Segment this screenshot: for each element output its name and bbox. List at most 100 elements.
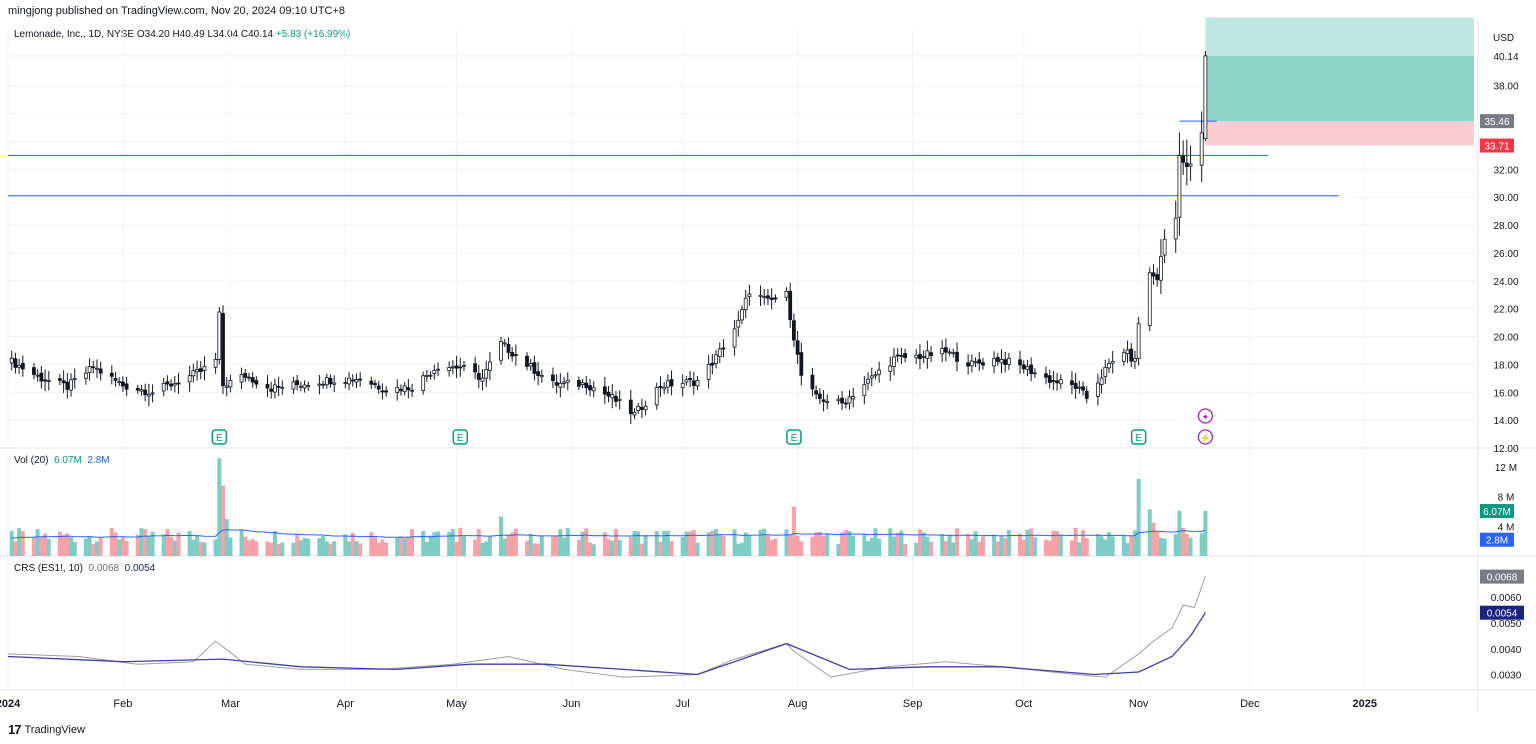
candle-body (558, 382, 563, 388)
candle-body (758, 294, 763, 297)
candle-body (562, 381, 566, 384)
candle-body (499, 341, 503, 361)
volume-bar (499, 516, 504, 556)
volume-bar (617, 539, 622, 556)
candle-body (87, 366, 92, 373)
candle-body (740, 309, 744, 321)
target-zone-upper (1205, 17, 1474, 56)
volume-bar (866, 541, 871, 556)
candle-body (525, 355, 529, 367)
candle-body (35, 374, 40, 377)
volume-bar (732, 529, 737, 556)
candle-body (276, 385, 281, 388)
volume-bar (1132, 530, 1137, 556)
volume-bar (328, 543, 333, 556)
crs-value-raw: 0.0068 (88, 563, 120, 574)
candle-body (502, 342, 507, 345)
volume-bar (891, 536, 896, 556)
candle-body (109, 372, 114, 377)
time-axis-tick: Jul (676, 698, 690, 710)
volume-bar (791, 506, 796, 556)
volume-bar (447, 531, 452, 556)
volume-bar (1051, 530, 1056, 556)
candle-body (1029, 364, 1034, 375)
candle-body (172, 382, 177, 386)
volume-bar (710, 530, 715, 556)
candle-body (1051, 380, 1056, 382)
volume-bar (458, 527, 463, 556)
candle-body (888, 365, 893, 372)
candle-body (1181, 155, 1186, 163)
candle-body (450, 366, 455, 369)
volume-bar (502, 538, 507, 556)
candle-body (973, 361, 978, 364)
candle-body (43, 379, 47, 382)
volume-bar (195, 535, 200, 556)
candle-body (221, 313, 225, 387)
candle-body (135, 387, 140, 391)
volume-bar (576, 539, 581, 556)
volume-bar (773, 538, 778, 556)
candle-body (714, 354, 718, 365)
candle-body (688, 377, 693, 381)
price-axis-tick: 38.00 (1493, 82, 1518, 93)
candle-body (139, 389, 144, 392)
volume-bar (999, 535, 1004, 556)
earnings-marker-icon (211, 429, 228, 445)
volume-bar (450, 529, 455, 556)
volume-bar (869, 537, 874, 556)
candle-body (46, 379, 51, 382)
candle-body (239, 374, 244, 383)
crs-label[interactable]: CRS (ES1!, 10) (14, 563, 83, 574)
candle-body (1188, 163, 1193, 167)
volume-bar (584, 528, 589, 556)
volume-bar (840, 532, 845, 556)
volume-bar (524, 540, 529, 556)
candle-body (117, 381, 122, 384)
volume-bar (276, 543, 281, 556)
candle-body (57, 378, 62, 381)
volume-bar (246, 540, 251, 556)
volume-bar (588, 542, 593, 556)
candle-body (224, 385, 229, 388)
candle-body (506, 343, 511, 353)
symbol-label[interactable]: Lemonade, Inc., 1D, NYSE (14, 29, 135, 40)
volume-bar (562, 537, 567, 556)
volume-bar (810, 536, 815, 556)
price-axis-tick: 24.00 (1493, 277, 1518, 288)
candle-body (198, 368, 203, 373)
volume-bar (1158, 537, 1163, 556)
volume-bar (135, 534, 140, 556)
volume-bar (1084, 538, 1089, 556)
volume-bar (613, 528, 618, 556)
candle-body (213, 359, 218, 368)
volume-bar (98, 537, 103, 556)
volume-bar (665, 530, 670, 556)
candle-body (877, 369, 882, 375)
volume-bar (139, 528, 144, 556)
candle-body (254, 380, 259, 385)
volume-bar (654, 530, 659, 556)
candle-body (769, 297, 774, 300)
volume-bar (1003, 538, 1008, 556)
volume-bar (243, 536, 248, 556)
volume-value: 6.07M (54, 455, 82, 466)
candle-body (717, 348, 722, 358)
volume-bar (94, 541, 99, 556)
event-marker-icon (1197, 408, 1214, 424)
volume-label[interactable]: Vol (20) (14, 455, 49, 466)
candle-body (306, 385, 311, 388)
candle-body (350, 379, 355, 382)
crs-axis-tick: 0.0050 (1491, 619, 1522, 630)
candle-body (528, 363, 533, 367)
candle-body (191, 370, 196, 377)
volume-bar (57, 531, 62, 556)
volume-bar (1147, 509, 1152, 556)
volume-bar (847, 531, 852, 556)
candle-body (840, 397, 844, 404)
volume-bar (1162, 538, 1167, 556)
volume-bar (369, 532, 374, 556)
volume-bar (947, 534, 952, 556)
candle-body (732, 328, 737, 348)
